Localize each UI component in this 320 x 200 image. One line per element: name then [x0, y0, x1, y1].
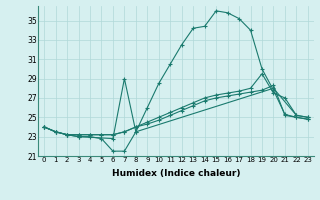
X-axis label: Humidex (Indice chaleur): Humidex (Indice chaleur) — [112, 169, 240, 178]
